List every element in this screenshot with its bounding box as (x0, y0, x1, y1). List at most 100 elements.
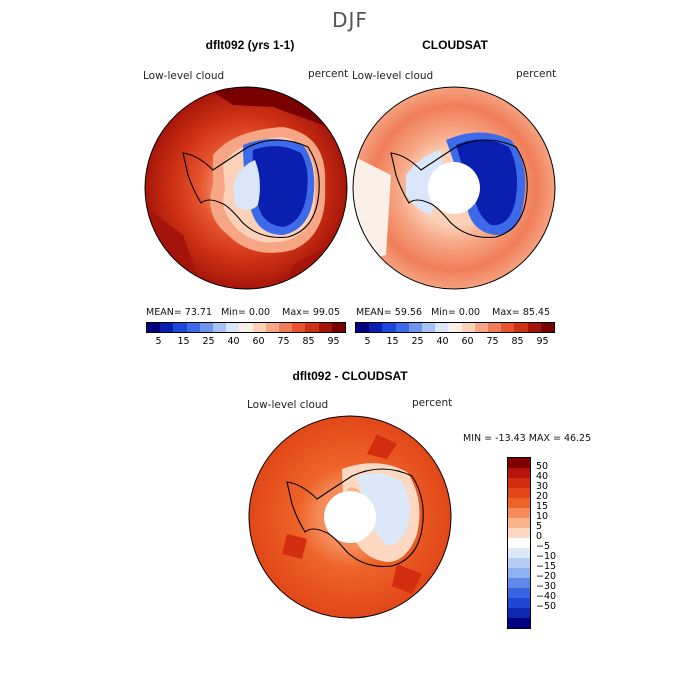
colorbar-swatch (331, 323, 346, 332)
panel2-mean-value: 59.56 (394, 307, 422, 318)
panel3-colorbar-ticks: 50 40 30 20 15 10 5 0 −5 −10 −15 −20 −30 −40 −50 (536, 462, 556, 612)
panel1-max-label: Max= (282, 307, 310, 318)
colorbar-swatch (461, 323, 475, 332)
panel3-patch-2 (282, 534, 307, 559)
panel1-max-value: 99.05 (312, 307, 341, 318)
colorbar-swatch (408, 323, 423, 332)
diff-colorbar-swatch (508, 528, 530, 538)
colorbar-tick-label: 85 (302, 336, 315, 347)
diff-colorbar-tick-label: 15 (536, 501, 549, 512)
colorbar-swatch (488, 323, 502, 332)
colorbar-swatch (382, 323, 396, 332)
panel3-patch-1 (367, 434, 397, 459)
diff-colorbar-tick-label: 10 (536, 511, 549, 522)
colorbar-tick-label: 60 (461, 336, 474, 347)
colorbar-tick-label: 40 (436, 336, 449, 347)
diff-colorbar-swatch (508, 518, 530, 528)
panel3-missing-data-hole (324, 491, 376, 543)
colorbar-swatch (435, 323, 449, 332)
diff-colorbar-swatch (508, 618, 530, 628)
panel2-min-label: Min= (431, 307, 456, 318)
diff-colorbar-tick-label: −15 (536, 561, 557, 572)
panel3-units: percent (412, 397, 453, 409)
diff-colorbar-tick-label: 0 (536, 531, 543, 542)
panel2-colorbar (355, 322, 555, 333)
colorbar-tick-label: 25 (411, 336, 424, 347)
colorbar-swatch (265, 323, 280, 332)
panel1-stats: MEAN= 73.71 Min= 0.00 Max= 99.05 (146, 307, 340, 318)
diff-colorbar-swatch (508, 468, 530, 478)
diff-colorbar-swatch (508, 568, 530, 578)
diff-colorbar-tick-label: −40 (536, 591, 557, 602)
colorbar-swatch (474, 323, 489, 332)
panel3-map (248, 415, 452, 619)
diff-colorbar-swatch (508, 538, 530, 548)
diff-colorbar-swatch (508, 498, 530, 508)
panel2-mean-label: MEAN= (356, 307, 392, 318)
diff-colorbar-swatch (508, 548, 530, 558)
colorbar-swatch (279, 323, 293, 332)
panel1-min-value: 0.00 (248, 307, 271, 318)
panel2-low-cloud-core (456, 139, 517, 226)
panel1-units: percent (308, 68, 349, 80)
diff-colorbar-tick-label: −20 (536, 571, 557, 582)
colorbar-tick-label: 40 (227, 336, 240, 347)
colorbar-swatch (422, 323, 436, 332)
colorbar-tick-label: 15 (386, 336, 399, 347)
panel2-antarctic-coastline (390, 139, 528, 238)
diff-colorbar-tick-label: 40 (536, 471, 549, 482)
colorbar-swatch (213, 323, 227, 332)
panel2-title: CLOUDSAT (422, 38, 488, 52)
diff-colorbar-tick-label: 30 (536, 481, 549, 492)
diff-colorbar-tick-label: −50 (536, 601, 557, 612)
panel2-map-border (352, 86, 556, 290)
colorbar-tick-label: 75 (277, 336, 290, 347)
colorbar-swatch (540, 323, 555, 332)
colorbar-tick-label: 75 (486, 336, 499, 347)
diff-colorbar-swatch (508, 558, 530, 568)
panel2-map (352, 86, 556, 290)
panel1-map-border (144, 86, 348, 290)
panel2-max-value: 85.45 (522, 307, 551, 318)
colorbar-tick-label: 5 (364, 336, 371, 347)
diff-colorbar-tick-label: 50 (536, 461, 549, 472)
colorbar-swatch (448, 323, 462, 332)
panel3-interior-blue (357, 473, 411, 545)
colorbar-tick-label: 60 (252, 336, 265, 347)
colorbar-swatch (226, 323, 240, 332)
diff-colorbar-swatch (508, 578, 530, 588)
panel1-map (144, 86, 348, 290)
colorbar-swatch (501, 323, 515, 332)
colorbar-swatch (147, 323, 161, 332)
colorbar-swatch (305, 323, 319, 332)
colorbar-tick-label: 95 (536, 336, 549, 347)
colorbar-swatch (356, 323, 370, 332)
diff-colorbar-tick-label: 5 (536, 521, 543, 532)
diff-colorbar-tick-label: 20 (536, 491, 549, 502)
colorbar-swatch (318, 323, 332, 332)
panel2-min-value: 0.00 (458, 307, 481, 318)
panel3-patch-3 (392, 564, 422, 594)
colorbar-swatch (160, 323, 174, 332)
colorbar-tick-label: 25 (202, 336, 215, 347)
panel3-map-border (248, 415, 452, 619)
panel2-max-label: Max= (492, 307, 520, 318)
panel1-white-region (233, 160, 260, 210)
panel1-antarctic-coastline (182, 139, 320, 238)
colorbar-swatch (527, 323, 541, 332)
panel3-antarctic-coastline (286, 468, 424, 567)
colorbar-swatch (395, 323, 409, 332)
colorbar-swatch (514, 323, 528, 332)
diff-colorbar-swatch (508, 598, 530, 608)
diff-colorbar-swatch (508, 588, 530, 598)
diff-colorbar-swatch (508, 478, 530, 488)
colorbar-swatch (292, 323, 306, 332)
colorbar-swatch (252, 323, 266, 332)
panel2-colorbar-ticks: 5 15 25 40 60 75 85 95 (355, 336, 555, 347)
colorbar-swatch (199, 323, 214, 332)
panel2-field: Low-level cloud (352, 70, 434, 82)
panel1-low-cloud-core (252, 146, 308, 227)
colorbar-swatch (186, 323, 200, 332)
panel2-units: percent (516, 68, 557, 80)
